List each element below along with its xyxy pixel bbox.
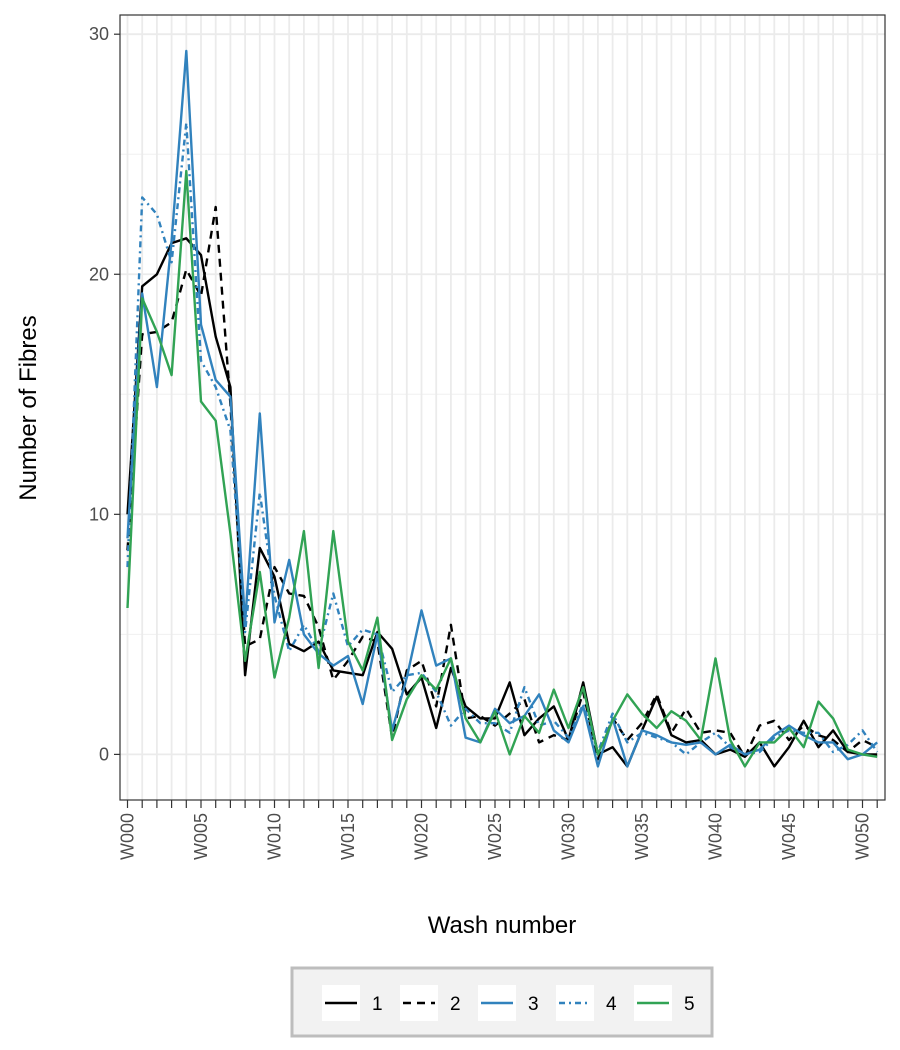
x-tick-label: W010: [265, 813, 285, 860]
y-tick-label: 0: [99, 744, 109, 764]
x-tick-label: W035: [632, 813, 652, 860]
x-tick-label: W025: [485, 813, 505, 860]
x-tick-label: W020: [412, 813, 432, 860]
minor-gridlines: [120, 153, 885, 635]
major-gridlines: [120, 15, 885, 800]
plot-background: [120, 15, 885, 800]
legend-label: 3: [528, 994, 539, 1015]
y-tick-label: 10: [89, 504, 109, 524]
series-lines: [126, 49, 879, 768]
legend-label: 2: [450, 994, 461, 1015]
y-tick-label: 30: [89, 24, 109, 44]
x-tick-label: W000: [118, 813, 138, 860]
x-tick-label: W015: [338, 813, 358, 860]
legend-label: 4: [606, 994, 617, 1015]
y-axis: 0 10 20 30: [89, 24, 120, 764]
series-line-3: [126, 49, 878, 768]
legend: 1 2 3 4 5: [290, 966, 714, 1038]
y-axis-title: Number of Fibres: [15, 315, 42, 500]
x-tick-label: W030: [559, 813, 579, 860]
x-tick-label: W040: [706, 813, 726, 860]
x-axis: W000 W005 W010 W015 W020 W025 W030 W035 W040 W045…: [118, 800, 878, 860]
x-tick-label: W050: [853, 813, 873, 860]
x-tick-label: W005: [191, 813, 211, 860]
series-line-2: [126, 205, 878, 761]
series-line-5: [126, 169, 878, 768]
series-line-4: [126, 121, 879, 756]
x-tick-label: W045: [779, 813, 799, 860]
y-tick-label: 20: [89, 264, 109, 284]
legend-label: 5: [684, 994, 695, 1015]
legend-label: 1: [372, 994, 383, 1015]
x-axis-title: Wash number: [428, 912, 577, 939]
plot-border: [119, 14, 886, 801]
